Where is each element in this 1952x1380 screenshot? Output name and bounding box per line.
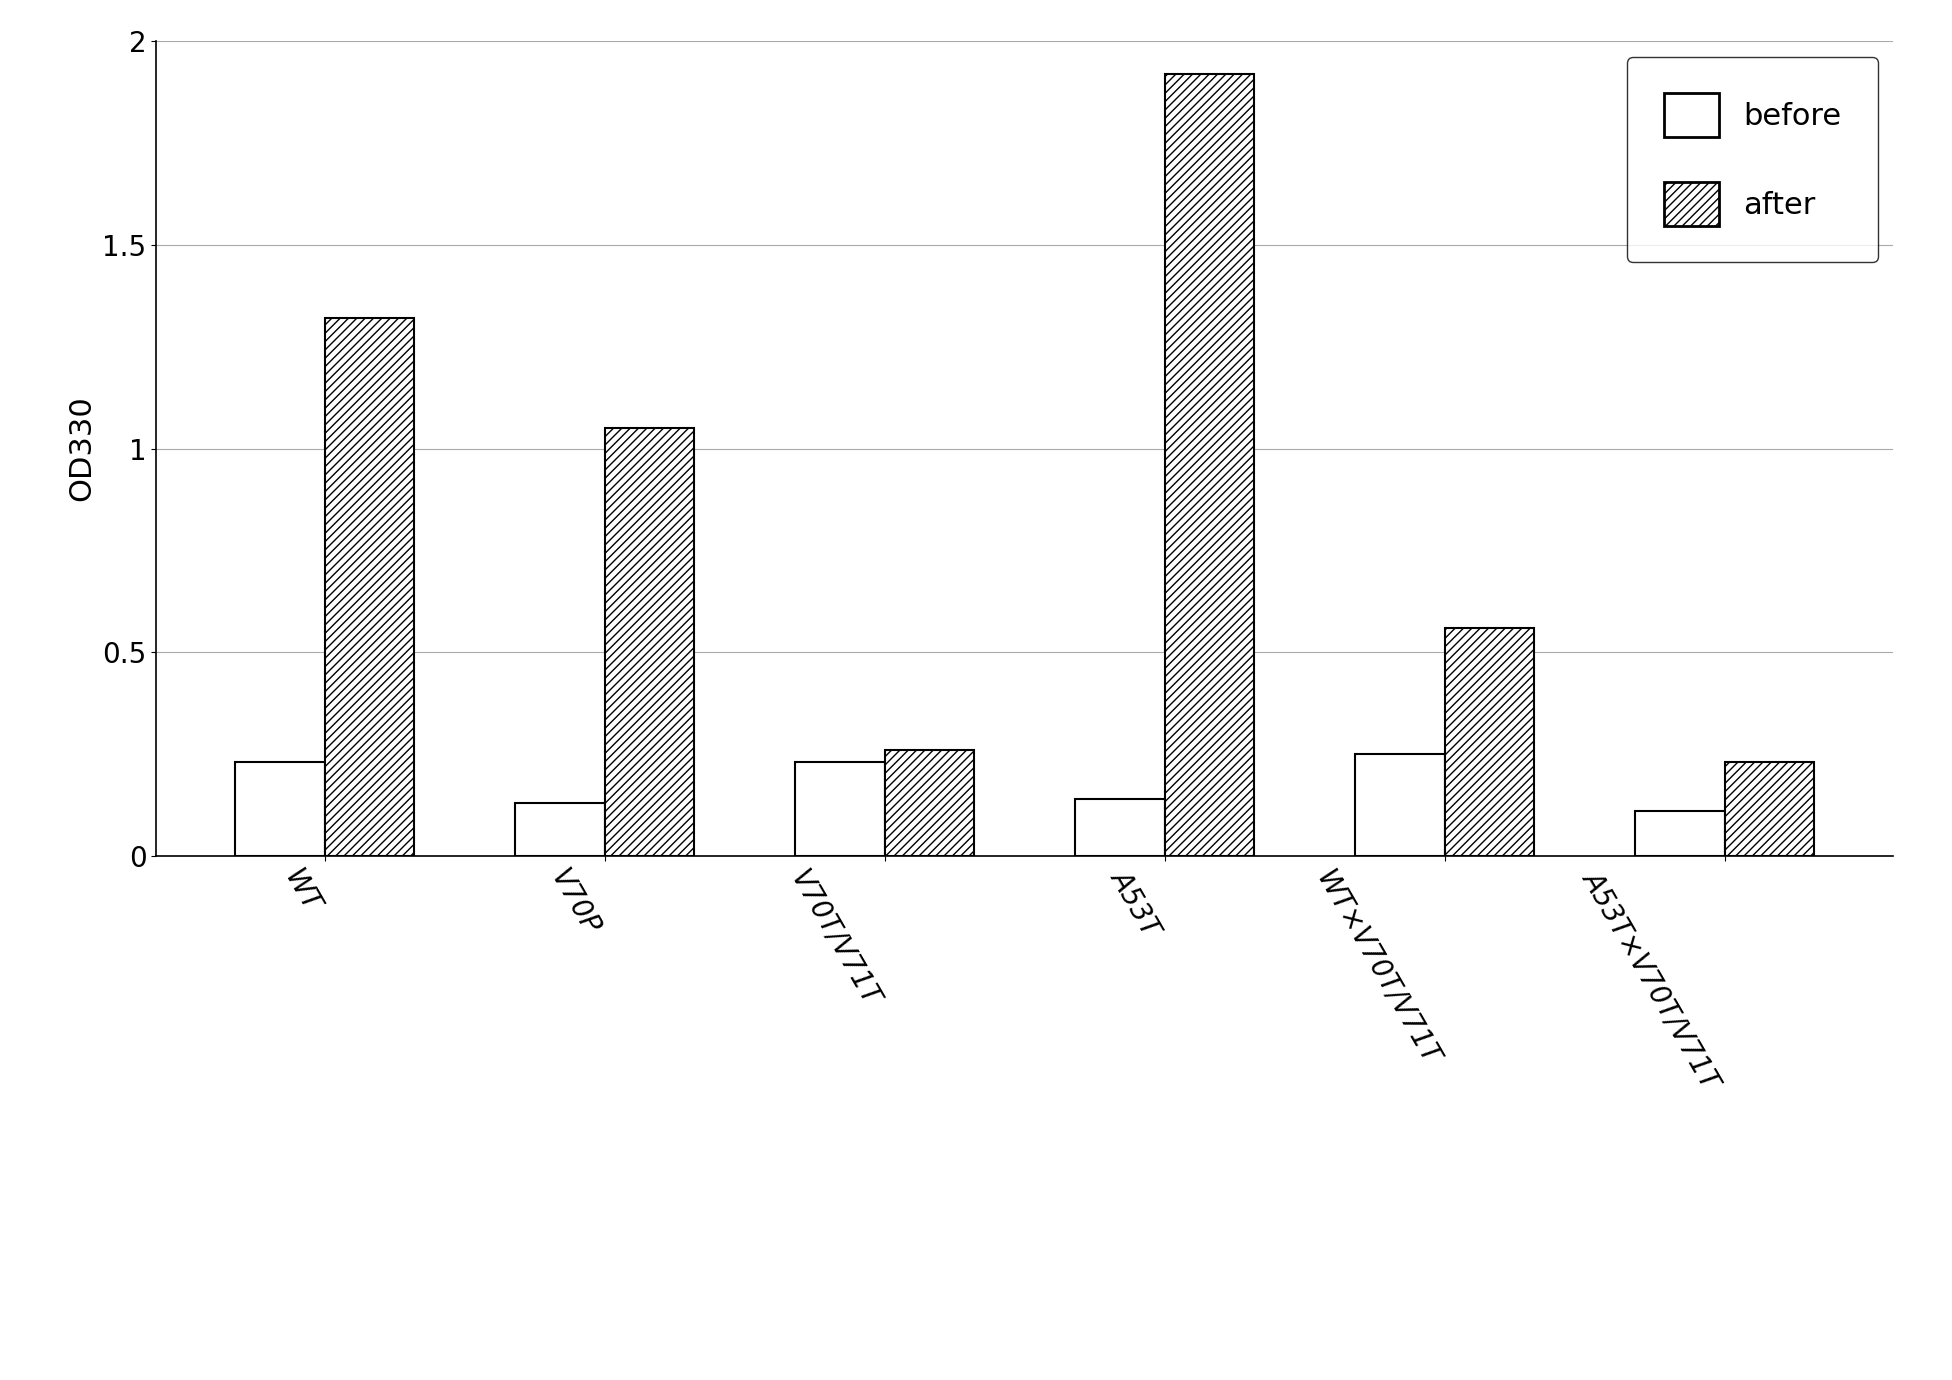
Bar: [1444, 628, 1534, 856]
Bar: [794, 762, 884, 856]
Legend: before, after: before, after: [1628, 57, 1878, 262]
Bar: [884, 749, 974, 856]
Bar: [1076, 799, 1165, 856]
Bar: [324, 319, 414, 856]
Y-axis label: OD330: OD330: [68, 396, 98, 501]
Bar: [1355, 753, 1444, 856]
Bar: [234, 762, 324, 856]
Bar: [605, 428, 695, 856]
Bar: [1636, 811, 1726, 856]
Bar: [515, 803, 605, 856]
Bar: [1726, 762, 1815, 856]
Bar: [1165, 75, 1255, 856]
